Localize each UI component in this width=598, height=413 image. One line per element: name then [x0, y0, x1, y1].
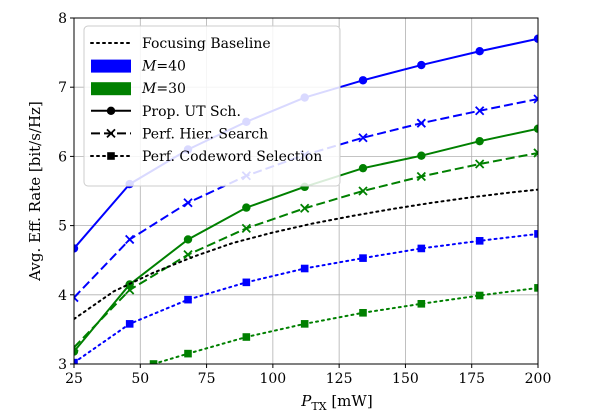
- series-line: [74, 232, 538, 364]
- data-point: [74, 292, 79, 303]
- data-point: [533, 148, 538, 158]
- legend-item: Perf. Hier. Search: [91, 126, 268, 142]
- x-tick-label: 100: [259, 371, 286, 387]
- series-line: [152, 286, 538, 364]
- legend-item: M=40: [91, 59, 186, 75]
- y-tick-label: 5: [58, 219, 67, 235]
- data-point: [475, 106, 485, 116]
- data-point: [242, 278, 251, 287]
- legend-marker: [107, 152, 115, 160]
- series-m30-square: [149, 284, 538, 364]
- data-point: [417, 151, 426, 160]
- y-tick-label: 3: [58, 357, 67, 373]
- x-axis-label-main: P: [300, 392, 312, 410]
- legend-label: M=40: [141, 59, 186, 75]
- legend-marker: [106, 106, 116, 116]
- data-point: [533, 124, 538, 133]
- x-axis-label: PTX [mW]: [300, 392, 372, 413]
- series-baseline-none: [74, 188, 538, 321]
- legend-item: M=30: [91, 81, 186, 97]
- data-point: [359, 308, 367, 317]
- legend: Focusing Baseline M=40 M=30 Prop. UT Sch. Pe…: [83, 25, 341, 187]
- data-point: [475, 291, 484, 300]
- x-axis-label-subscript: TX: [311, 400, 326, 413]
- data-point: [183, 198, 193, 208]
- legend-label: Focusing Baseline: [142, 36, 271, 52]
- legend-item: Perf. Codeword Selection: [90, 149, 322, 165]
- data-point: [533, 94, 538, 104]
- x-tick-label: 150: [392, 371, 419, 387]
- data-point: [74, 358, 78, 364]
- data-point: [534, 284, 538, 292]
- data-point: [125, 285, 135, 295]
- y-tick-label: 8: [58, 11, 67, 27]
- data-point: [300, 264, 309, 273]
- x-tick-label: 50: [131, 371, 149, 387]
- legend-label: Perf. Codeword Selection: [142, 149, 322, 165]
- legend-swatch: [91, 59, 131, 73]
- axis-ticks: 25 50 75 100 125 150 175 200 3 4 5 6 7 8: [58, 11, 551, 387]
- x-tick-label: 200: [525, 371, 552, 387]
- x-tick-label: 25: [65, 371, 83, 387]
- data-point: [416, 118, 426, 128]
- data-point: [475, 47, 484, 56]
- series-m30-x: [74, 148, 538, 353]
- data-point: [125, 320, 134, 328]
- data-point: [475, 136, 484, 146]
- y-tick-label: 4: [58, 288, 67, 304]
- data-point: [125, 234, 135, 245]
- data-point: [359, 254, 367, 262]
- legend-item: Prop. UT Sch.: [91, 104, 241, 120]
- data-point: [417, 244, 426, 253]
- legend-label: M=30: [141, 81, 186, 97]
- plot-frame: [73, 17, 539, 365]
- legend-marker: [106, 128, 116, 139]
- y-tick-label: 6: [58, 149, 67, 165]
- legend-box: [83, 25, 341, 187]
- series-m30-circle: [74, 124, 538, 356]
- data-point: [300, 203, 310, 213]
- data-point: [149, 360, 158, 364]
- data-point: [475, 159, 485, 169]
- data-point: [242, 203, 251, 212]
- data-point: [74, 342, 79, 353]
- data-point: [358, 163, 368, 173]
- y-axis-label: Avg. Eff. Rate [bit/s/Hz]: [26, 101, 44, 282]
- legend-item: Focusing Baseline: [90, 36, 271, 52]
- data-point: [417, 60, 426, 70]
- data-point: [533, 34, 538, 43]
- data-point: [358, 186, 368, 196]
- x-tick-label: 125: [326, 371, 353, 387]
- series-m40-square: [74, 230, 538, 364]
- data-point: [242, 333, 251, 341]
- data-point: [183, 235, 193, 244]
- legend-label: Prop. UT Sch.: [142, 104, 241, 120]
- data-point: [184, 349, 192, 358]
- data-point: [417, 299, 426, 308]
- x-tick-label: 75: [198, 371, 216, 387]
- data-point: [475, 237, 484, 245]
- data-point: [534, 230, 538, 238]
- legend-label: Perf. Hier. Search: [142, 126, 268, 142]
- legend-swatch: [91, 82, 131, 96]
- data-point: [241, 223, 251, 234]
- data-point: [74, 244, 79, 253]
- x-axis-label-unit: [mW]: [327, 392, 373, 410]
- data-point: [416, 171, 426, 182]
- data-point: [358, 133, 368, 143]
- x-tick-label: 175: [458, 371, 485, 387]
- data-point: [300, 320, 309, 328]
- data-point: [184, 295, 192, 304]
- series-line: [74, 188, 538, 321]
- data-point: [358, 76, 368, 85]
- y-tick-label: 7: [58, 80, 67, 96]
